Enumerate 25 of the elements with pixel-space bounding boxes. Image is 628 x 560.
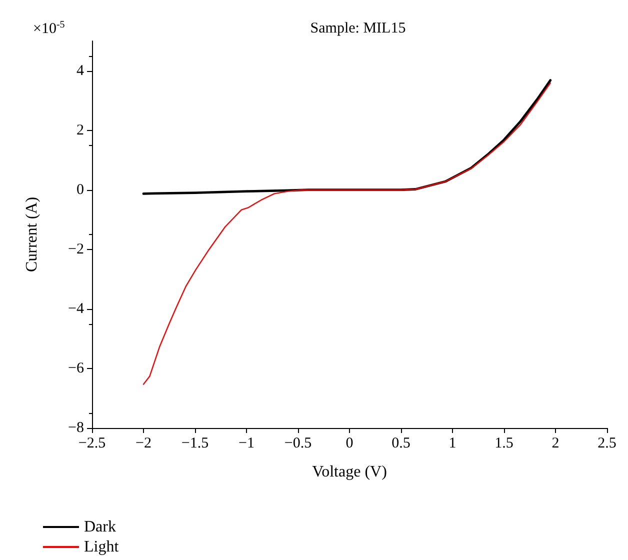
y-tick-label: −8 xyxy=(68,420,84,436)
x-tick-label: −2.5 xyxy=(78,436,106,452)
x-tick-label: −2 xyxy=(136,436,152,452)
legend-label: Light xyxy=(84,538,120,556)
y-tick-label: −2 xyxy=(68,241,84,258)
y-tick-label: −4 xyxy=(68,300,84,317)
x-tick-label: 1.5 xyxy=(494,436,514,452)
x-tick-label: −1.5 xyxy=(181,436,209,452)
y-tick-label: 0 xyxy=(76,182,84,198)
y-axis-title: Current (A) xyxy=(24,196,40,272)
x-tick-label: −0.5 xyxy=(284,436,312,452)
x-tick-label: −1 xyxy=(238,436,254,452)
line-series xyxy=(142,82,551,385)
y-tick-label: 2 xyxy=(76,122,84,138)
legend-label: Dark xyxy=(84,518,116,536)
chart-title: Sample: MIL15 xyxy=(310,20,406,36)
y-tick-label: −6 xyxy=(68,360,84,376)
y-tick-label: 4 xyxy=(76,62,84,79)
x-tick-label: 1 xyxy=(448,436,456,452)
x-tick-label: 2.5 xyxy=(598,436,616,452)
x-axis-title: Voltage (V) xyxy=(312,464,387,480)
x-tick-label: 0 xyxy=(346,436,354,452)
x-tick-label: 2 xyxy=(552,436,560,452)
line-series xyxy=(142,79,552,195)
x-tick-label: 0.5 xyxy=(392,436,410,452)
